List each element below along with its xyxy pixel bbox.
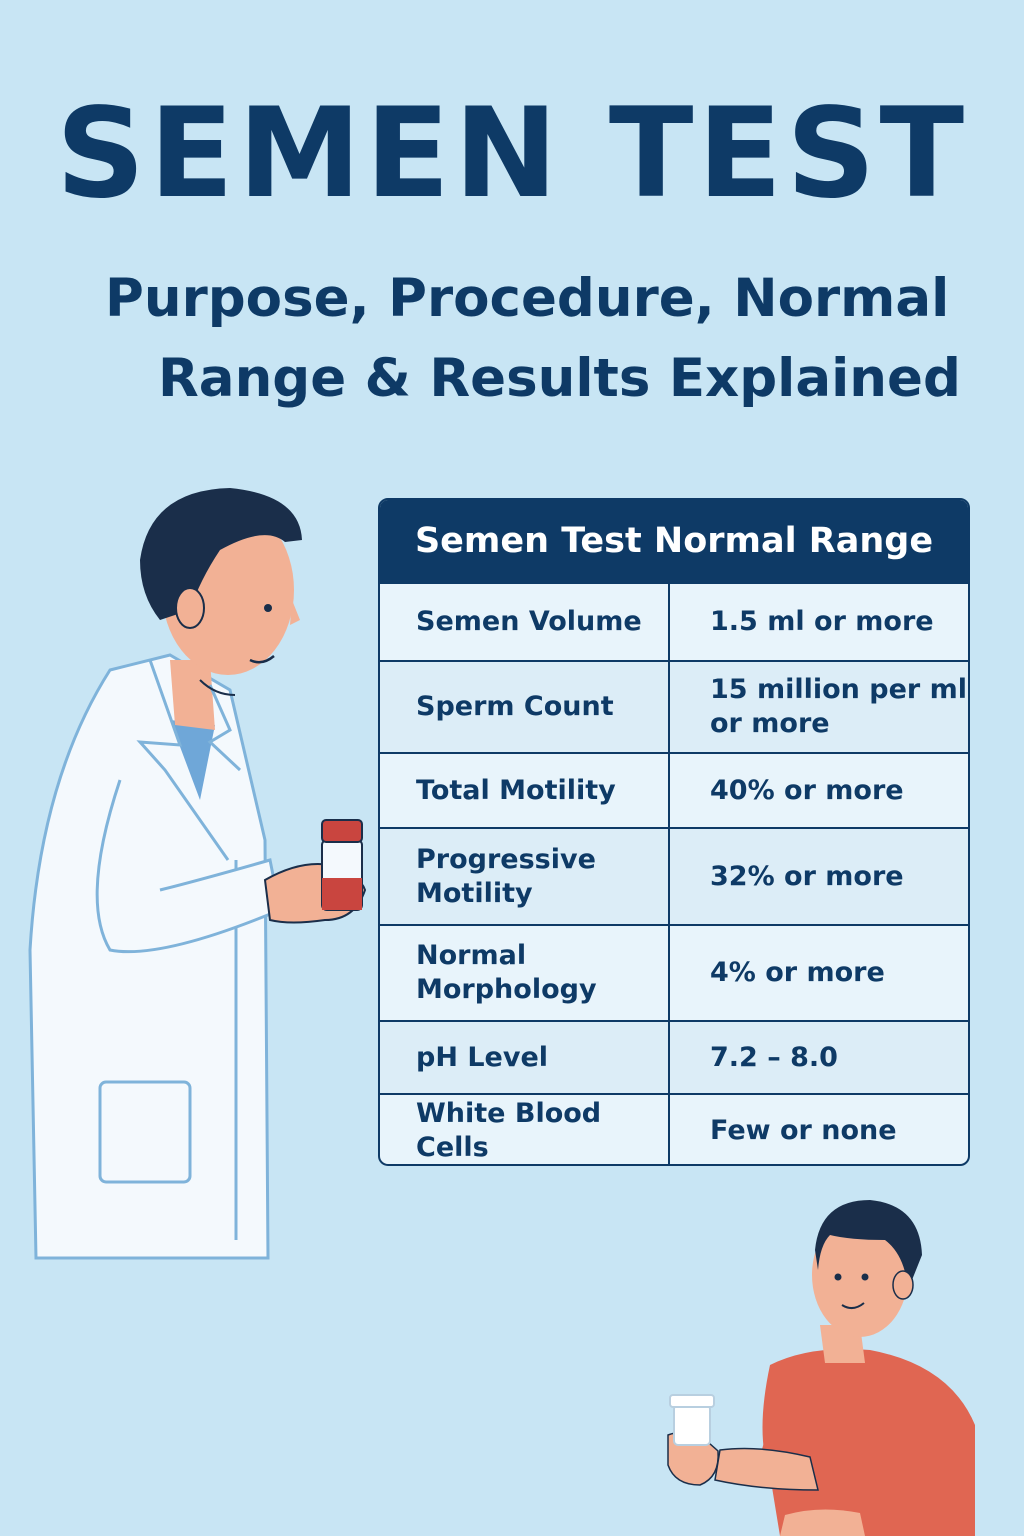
table-row: Total Motility 40% or more [380, 752, 968, 827]
subtitle-line-1: Purpose, Procedure, Normal [105, 268, 950, 329]
row-parameter: Sperm Count [380, 662, 670, 752]
row-value: 32% or more [670, 829, 968, 924]
row-value: Few or none [710, 1114, 897, 1146]
row-value: 15 million per ml or more [670, 662, 968, 752]
row-parameter: Progressive Motility [380, 829, 670, 924]
row-value: 1.5 ml or more [710, 606, 934, 638]
row-parameter: Normal Morphology [380, 926, 670, 1020]
row-value: 7.2 – 8.0 [670, 1022, 968, 1093]
normal-range-table: Semen Test Normal Range Semen Volume 1.5… [378, 498, 970, 1166]
row-parameter: White Blood Cells [380, 1095, 670, 1164]
subtitle-line-2: Range & Results Explained [158, 348, 961, 409]
page-title: SEMEN TEST [55, 82, 969, 226]
patient-illustration [667, 1200, 975, 1536]
table-row: White Blood Cells Few or none [380, 1093, 968, 1164]
table-row: Sperm Count 15 million per ml or more [380, 660, 968, 752]
table-row: pH Level 7.2 – 8.0 [380, 1020, 968, 1093]
table-header: Semen Test Normal Range [380, 500, 968, 582]
table-row: Progressive Motility 32% or more [380, 827, 968, 924]
row-value: 4% or more [710, 957, 885, 989]
row-parameter: Semen Volume [380, 584, 670, 660]
row-parameter: Total Motility [380, 754, 670, 827]
table-row: Semen Volume 1.5 ml or more [380, 582, 968, 660]
table-row: Normal Morphology 4% or more [380, 924, 968, 1020]
doctor-illustration [28, 488, 367, 1260]
row-value: 40% or more [710, 774, 904, 806]
row-parameter: pH Level [380, 1022, 670, 1093]
